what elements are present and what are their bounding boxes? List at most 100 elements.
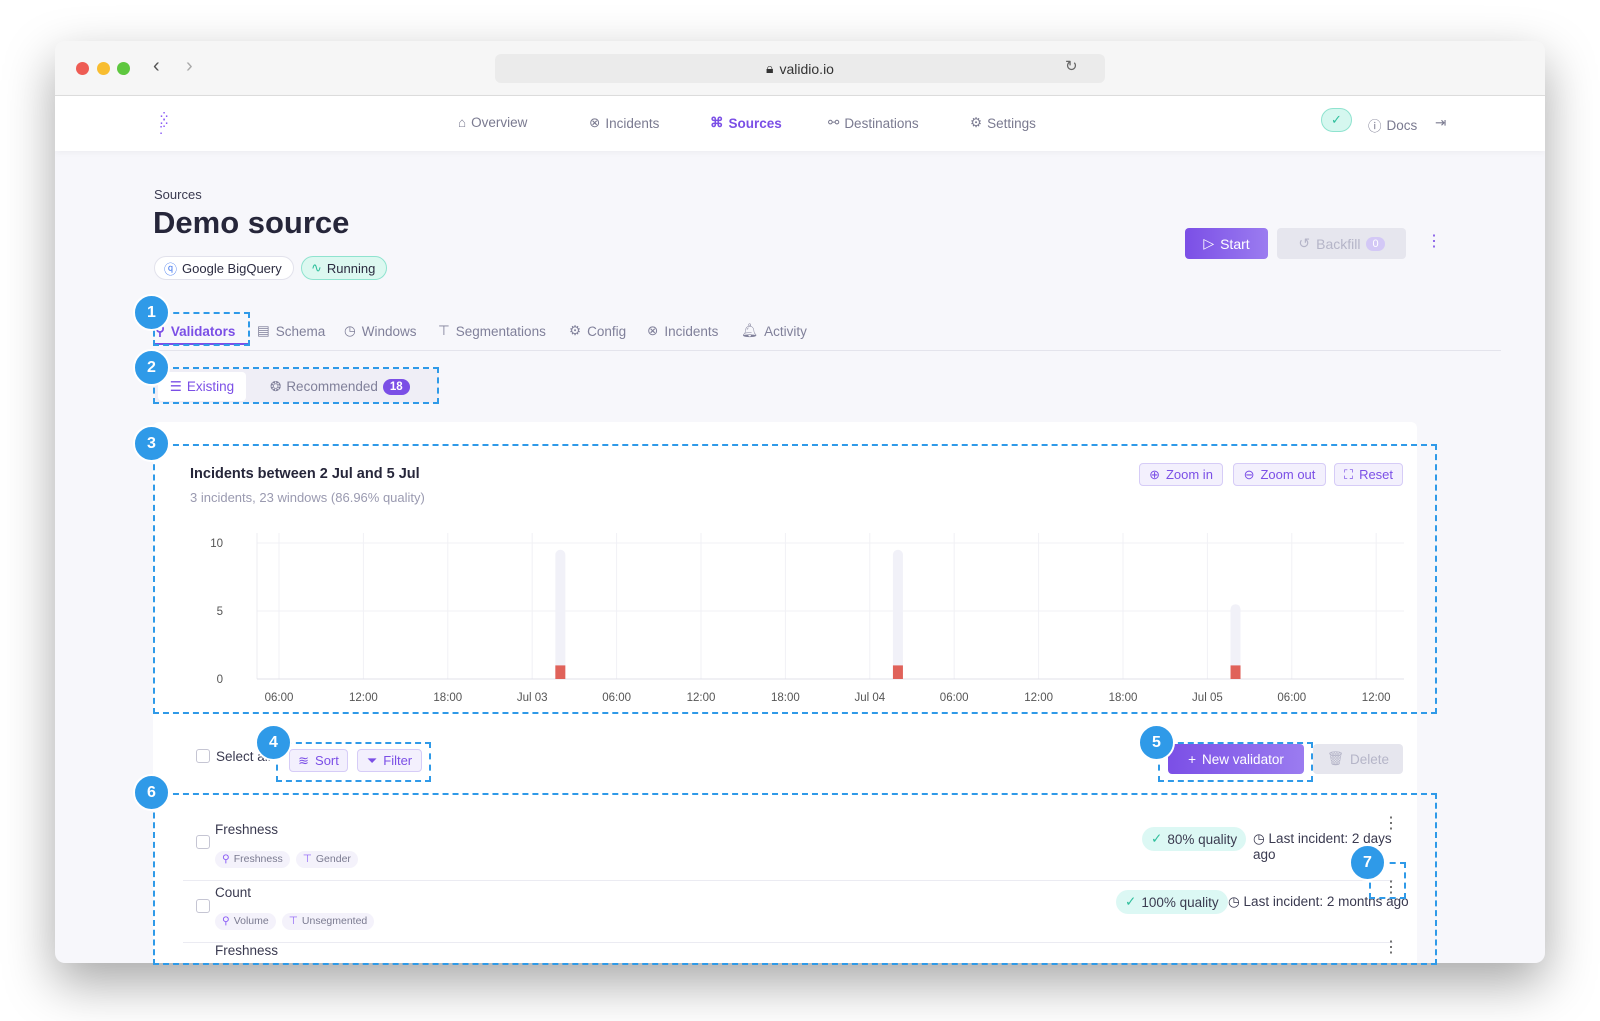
tag: ⊤ Unsegmented — [281, 912, 375, 930]
chart-title: Incidents between 2 Jul and 5 Jul — [190, 466, 420, 482]
validio-logo[interactable]: ·:· ·:·: — [159, 107, 169, 138]
validator-tags: ⚲ Freshness ⊤ Gender — [215, 849, 364, 868]
incident-bar — [892, 665, 903, 679]
x-tick-label: Jul 05 — [1192, 692, 1223, 704]
subtab-recommended[interactable]: ❂ Recommended 18 — [270, 372, 410, 401]
clock-icon: ◷ — [1253, 831, 1265, 846]
window-bar — [892, 549, 903, 679]
x-tick-label: 06:00 — [1277, 692, 1306, 704]
plus-icon: + — [1188, 751, 1197, 767]
recommended-count-badge: 18 — [382, 378, 410, 395]
x-tick-label: 18:00 — [433, 692, 462, 704]
list-item[interactable]: Freshness ⚲ Freshness ⊤ Gender ✓ 80% quality… — [153, 816, 1417, 878]
validator-name[interactable]: Count — [215, 885, 252, 900]
breadcrumb[interactable]: Sources — [154, 187, 202, 202]
nav-overview[interactable]: ⌂ Overview — [458, 115, 528, 130]
share-icon: ⚯ — [828, 115, 840, 130]
row-menu-icon[interactable]: ⋮ — [1383, 879, 1399, 896]
start-button[interactable]: ▷ Start — [1185, 228, 1268, 259]
validator-name[interactable]: Freshness — [215, 822, 279, 837]
quality-badge: ✓ 100% quality — [1116, 890, 1228, 914]
health-check-icon[interactable]: ✓ — [1321, 108, 1352, 132]
nav-incidents[interactable]: ⊗ Incidents — [589, 115, 660, 131]
reset-button[interactable]: ⛶ Reset — [1334, 463, 1403, 486]
y-tick-label: 0 — [217, 674, 223, 686]
back-icon[interactable]: ‹ — [153, 55, 160, 77]
tab-validators[interactable]: ⚲ Validators — [155, 323, 236, 339]
select-all-checkbox[interactable] — [196, 749, 210, 763]
bigquery-icon: ⓠ — [164, 261, 178, 277]
incidents-chart[interactable]: 0 5 10 06:00 12:00 18:00 Jul 03 06:00 12:00 18:00… — [153, 502, 1417, 712]
last-incident: ◷ Last incident: 2 months ago — [1228, 894, 1409, 909]
status-badge: ∿ Running — [301, 256, 387, 280]
freshness-icon: ⚲ — [222, 853, 230, 865]
x-circle-icon: ⊗ — [589, 115, 601, 130]
zoom-out-button[interactable]: ⊖ Zoom out — [1233, 463, 1326, 486]
annotation-marker-5: 5 — [1138, 724, 1175, 761]
validator-name[interactable]: Freshness — [215, 943, 279, 958]
close-window-button[interactable] — [76, 62, 89, 75]
browser-chrome: ‹ › 🔒︎ validio.io ↻ — [55, 41, 1545, 96]
gear-icon: ⚙ — [569, 323, 582, 338]
tab-windows[interactable]: ◷ Windows — [344, 323, 417, 339]
layers-icon: ≋ — [298, 752, 310, 768]
undo-icon: ↺ — [1298, 235, 1311, 251]
subtab-existing[interactable]: ☰ Existing — [158, 372, 246, 401]
check-circle-icon: ✓ — [1125, 894, 1137, 909]
row-checkbox[interactable] — [196, 899, 210, 913]
row-divider — [183, 942, 1393, 943]
row-menu-icon[interactable]: ⋮ — [1383, 939, 1399, 956]
filter-button[interactable]: ⏷ Filter — [357, 749, 422, 772]
clock-rotate-icon: ◷ — [344, 323, 356, 338]
backfill-button[interactable]: ↺ Backfill 0 — [1277, 228, 1406, 259]
top-nav: ·:· ·:·: ⌂ Overview ⊗ Incidents ⌘ Sources ⚯ D… — [55, 96, 1545, 151]
tab-schema[interactable]: ▤ Schema — [257, 323, 326, 339]
check-circle-icon: ✓ — [1151, 831, 1163, 846]
y-tick-label: 5 — [217, 606, 223, 618]
tab-segmentations[interactable]: ⊤ Segmentations — [438, 323, 546, 339]
list-item[interactable]: Count ⚲ Volume ⊤ Unsegmented ✓ 100% quality … — [153, 878, 1417, 940]
y-tick-label: 10 — [210, 538, 223, 550]
last-incident: ◷ Last incident: 2 days ago — [1253, 831, 1392, 862]
annotation-marker-1: 1 — [133, 294, 170, 331]
nav-destinations[interactable]: ⚯ Destinations — [828, 115, 919, 131]
x-tick-label: 06:00 — [265, 692, 294, 704]
more-options-icon[interactable]: ⋮ — [1426, 233, 1442, 250]
list-icon: ☰ — [169, 378, 182, 394]
new-validator-button[interactable]: + New validator — [1168, 744, 1304, 774]
nav-settings[interactable]: ⚙ Settings — [970, 115, 1036, 131]
tab-config[interactable]: ⚙ Config — [569, 323, 627, 339]
volume-icon: ⚲ — [222, 915, 230, 927]
tab-activity[interactable]: 🔔︎ Activity — [741, 323, 807, 339]
document-icon: ▤ — [257, 323, 270, 338]
minimize-window-button[interactable] — [97, 62, 110, 75]
nav-sources[interactable]: ⌘ Sources — [710, 115, 782, 131]
delete-button[interactable]: 🗑︎ Delete — [1313, 744, 1403, 774]
search-icon: ⚲ — [155, 323, 165, 338]
validator-tags: ⚲ Volume ⊤ Unsegmented — [215, 911, 380, 930]
logout-icon[interactable]: ⇥ — [1435, 115, 1447, 130]
incident-bar — [1230, 665, 1241, 679]
backfill-count: 0 — [1366, 236, 1385, 251]
row-checkbox[interactable] — [196, 835, 210, 849]
annotation-marker-3: 3 — [133, 425, 170, 462]
zoom-in-button[interactable]: ⊕ Zoom in — [1139, 463, 1223, 486]
sort-button[interactable]: ≋ Sort — [289, 749, 348, 772]
tab-divider — [153, 350, 1501, 351]
list-item[interactable]: Freshness ⋮ — [153, 940, 1417, 963]
nav-docs[interactable]: ⓘ Docs — [1368, 115, 1417, 135]
reload-icon[interactable]: ↻ — [1065, 58, 1078, 75]
tab-incidents[interactable]: ⊗ Incidents — [647, 323, 719, 339]
validators-card: Incidents between 2 Jul and 5 Jul 3 inci… — [153, 422, 1417, 963]
x-tick-label: 12:00 — [687, 692, 716, 704]
trash-icon: 🗑︎ — [1326, 751, 1345, 766]
segment-icon: ⊤ — [288, 915, 298, 927]
browser-window: ‹ › 🔒︎ validio.io ↻ ·:· ·:·: ⌂ Overview ⊗ In… — [55, 41, 1545, 963]
row-menu-icon[interactable]: ⋮ — [1383, 815, 1399, 832]
maximize-window-button[interactable] — [117, 62, 130, 75]
home-icon: ⌂ — [458, 115, 467, 130]
zoom-out-icon: ⊖ — [1243, 466, 1255, 482]
forward-icon[interactable]: › — [186, 55, 193, 77]
address-bar[interactable]: 🔒︎ validio.io — [495, 54, 1105, 83]
x-tick-label: 06:00 — [602, 692, 631, 704]
